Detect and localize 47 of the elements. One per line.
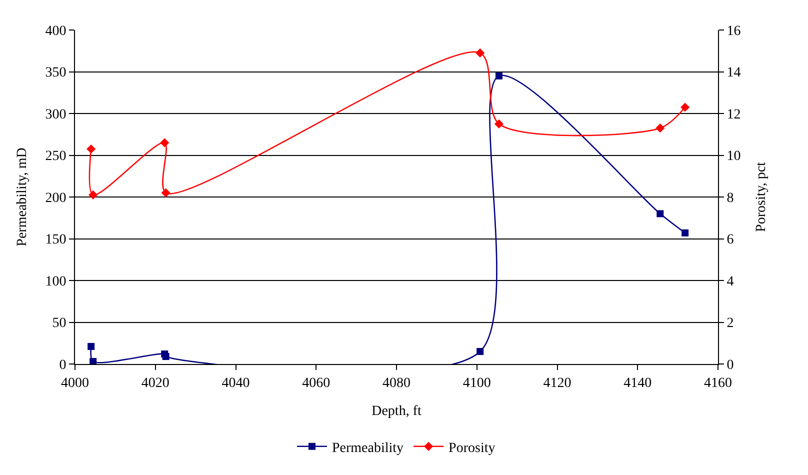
- y2-axis-title: Porosity, pct: [754, 162, 770, 232]
- point: [476, 48, 485, 58]
- legend-label: Permeability: [332, 440, 404, 456]
- point: [161, 188, 170, 198]
- point: [160, 138, 170, 148]
- y2-tick-label: 16: [726, 24, 741, 39]
- point: [88, 342, 95, 350]
- y-tick-label: 350: [45, 66, 66, 81]
- x-tick-label: 4100: [462, 376, 491, 391]
- x-tick-label: 4160: [704, 376, 732, 391]
- y-tick-label: 100: [45, 274, 66, 290]
- x-axis-title: Depth, ft: [372, 404, 422, 420]
- y2-tick-label: 14: [726, 66, 741, 81]
- point: [86, 144, 96, 154]
- y2-tick-label: 12: [726, 107, 741, 122]
- y-tick-label: 300: [45, 107, 66, 122]
- x-tick-label: 4120: [543, 376, 572, 391]
- x-tick-label: 4020: [141, 376, 170, 391]
- point: [682, 229, 689, 236]
- y-tick-label: 200: [45, 190, 66, 206]
- x-tick-label: 4040: [222, 376, 250, 391]
- y-axis-title: Permeability, mD: [14, 148, 30, 246]
- y2-tick-label: 2: [726, 316, 734, 332]
- y-tick-label: 250: [45, 149, 66, 164]
- point: [680, 102, 690, 112]
- point: [90, 358, 97, 364]
- x-tick-label: 4060: [302, 376, 330, 391]
- point: [494, 119, 504, 128]
- x-tick-label: 4140: [624, 376, 652, 391]
- legend-label: Porosity: [448, 440, 496, 456]
- y2-tick-label: 4: [726, 274, 734, 290]
- point: [495, 72, 502, 80]
- y-tick-label: 400: [45, 24, 66, 39]
- point: [656, 210, 664, 218]
- y2-tick-label: 8: [726, 190, 734, 206]
- point: [656, 124, 665, 133]
- point: [88, 190, 98, 200]
- x-tick-label: 4000: [61, 376, 89, 391]
- y2-tick-label: 10: [726, 149, 741, 164]
- y2-tick-label: 0: [726, 358, 734, 373]
- point: [476, 348, 484, 355]
- y-tick-label: 0: [59, 358, 66, 373]
- point: [162, 352, 170, 360]
- x-tick-label: 4080: [382, 376, 410, 391]
- y2-tick-label: 6: [726, 232, 734, 248]
- y-tick-label: 150: [45, 232, 66, 248]
- y-tick-label: 50: [52, 316, 66, 332]
